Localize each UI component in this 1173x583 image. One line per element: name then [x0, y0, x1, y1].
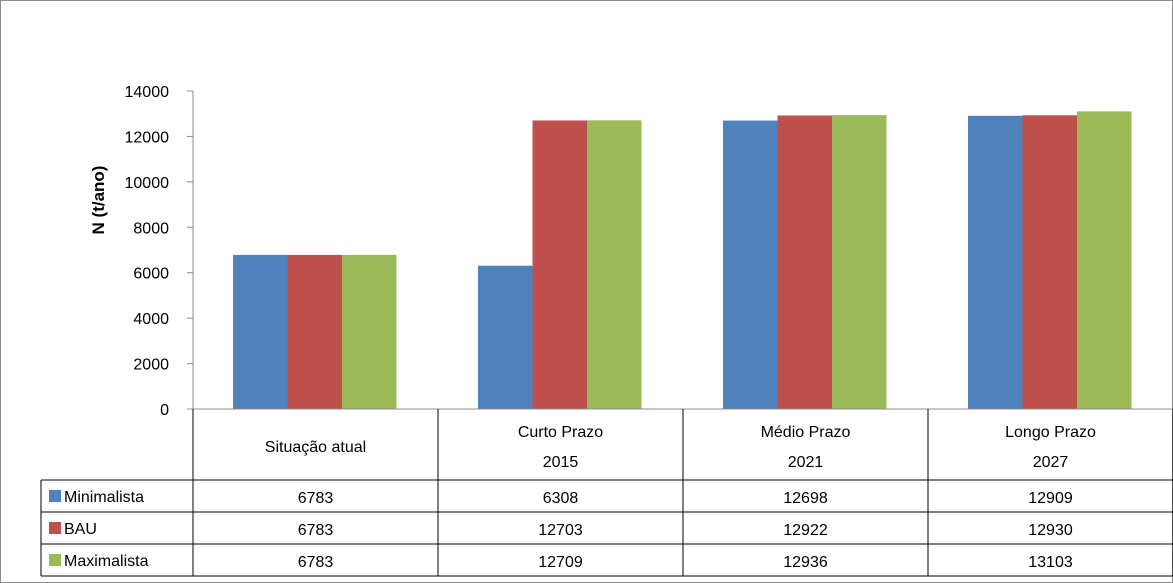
- legend-label: BAU: [64, 521, 97, 538]
- bar-bau-3: [1022, 115, 1077, 409]
- data-label: 12909: [1028, 490, 1073, 507]
- data-label: 13103: [1028, 554, 1073, 571]
- legend-label: Maximalista: [64, 553, 149, 570]
- data-label: 6783: [298, 490, 334, 507]
- bar-bau-0: [287, 254, 342, 409]
- data-label: 12922: [783, 522, 828, 539]
- bar-minimalista-0: [233, 254, 288, 409]
- data-label: 12930: [1028, 522, 1073, 539]
- y-tick-label: 2000: [133, 357, 169, 374]
- data-label: 12698: [783, 490, 828, 507]
- legend-label: Minimalista: [64, 489, 144, 506]
- y-tick-label: 8000: [133, 220, 169, 237]
- bar-minimalista-1: [478, 265, 533, 409]
- data-label: 12709: [538, 554, 583, 571]
- bar-minimalista-3: [968, 115, 1023, 410]
- category-header: Longo Prazo: [1005, 424, 1096, 441]
- y-tick-label: 6000: [133, 266, 169, 283]
- y-tick-label: 4000: [133, 311, 169, 328]
- bar-maximalista-3: [1077, 111, 1132, 409]
- legend-key-bau: [49, 522, 61, 534]
- data-label: 12936: [783, 554, 828, 571]
- y-axis-title-group: N (t/ano): [89, 166, 108, 235]
- y-tick-label: 0: [160, 402, 169, 419]
- bar-maximalista-0: [342, 254, 397, 409]
- category-header-year: 2027: [1033, 454, 1069, 471]
- category-header-year: 2021: [788, 454, 824, 471]
- bar-bau-2: [777, 115, 832, 410]
- bars: [233, 111, 1132, 410]
- data-table: Situação atual Curto Prazo 2015 Médio Prazo…: [40, 409, 1173, 577]
- y-axis-label: N (t/ano): [89, 166, 108, 235]
- data-label: 6783: [298, 522, 334, 539]
- bar-maximalista-2: [832, 115, 887, 409]
- y-tick-label: 14000: [125, 84, 170, 101]
- y-ticks: 0 2000 4000 6000 8000 10000 12000 14000: [125, 84, 193, 419]
- category-header: Curto Prazo: [518, 424, 603, 441]
- bar-minimalista-2: [723, 120, 778, 409]
- category-header: Médio Prazo: [761, 424, 851, 441]
- category-header-year: 2015: [543, 454, 579, 471]
- data-label: 6308: [543, 490, 579, 507]
- data-label: 6783: [298, 554, 334, 571]
- bar-maximalista-1: [587, 120, 642, 409]
- legend-key-maximalista: [49, 554, 61, 566]
- bar-bau-1: [532, 120, 587, 410]
- y-tick-label: 12000: [125, 129, 170, 146]
- legend-key-minimalista: [49, 490, 61, 502]
- category-header: Situação atual: [265, 439, 366, 456]
- y-tick-label: 10000: [125, 175, 170, 192]
- data-label: 12703: [538, 522, 583, 539]
